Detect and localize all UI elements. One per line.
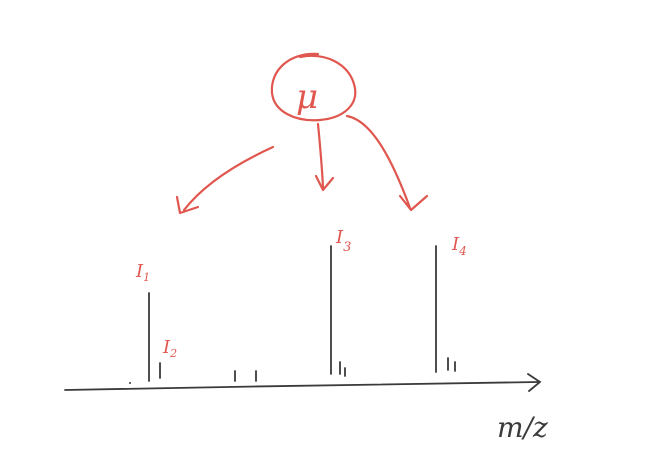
x-axis-line (64, 381, 539, 391)
label-I2: I2 (162, 337, 177, 360)
source-node: μ (270, 52, 357, 122)
arrow-right (345, 114, 412, 210)
peak-labels: I1 I2 I3 I4 (135, 227, 467, 360)
label-I1: I1 (135, 261, 150, 284)
arrow-left-head (175, 195, 200, 215)
label-I3: I3 (335, 227, 351, 255)
arrow-middle-head (314, 174, 335, 192)
peaks (129, 245, 456, 384)
arrows (175, 114, 429, 215)
x-axis-label: m/z (497, 411, 548, 444)
arrow-right-head (398, 194, 429, 212)
source-circle (270, 52, 357, 122)
arrow-left (182, 145, 275, 212)
arrow-middle (316, 122, 325, 190)
label-I4: I4 (451, 234, 467, 258)
x-axis: m/z (64, 373, 548, 444)
baseline-dot (129, 382, 131, 384)
x-axis-arrowhead (527, 373, 542, 392)
source-label: μ (296, 77, 318, 117)
